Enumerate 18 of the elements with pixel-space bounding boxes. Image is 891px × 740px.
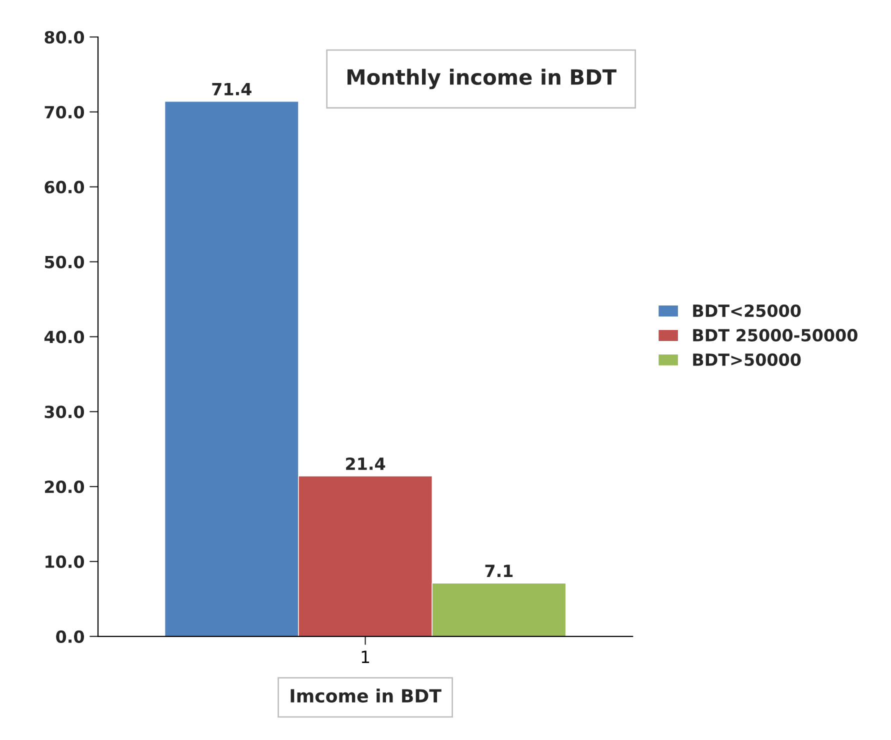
y-tick-label: 70.0 [44, 106, 84, 118]
y-tick-label: 80.0 [44, 30, 84, 44]
legend-label: BDT 25000-50000 [693, 328, 858, 342]
y-tick-label: 60.0 [44, 180, 84, 194]
legend-label: BDT>50000 [693, 353, 801, 366]
x-axis-title: Imcome in BDT [290, 688, 442, 703]
data-label: 7.1 [485, 564, 513, 577]
legend-label: BDT<25000 [693, 304, 801, 318]
y-tick-label: 10.0 [46, 555, 84, 568]
y-tick-label: 30.0 [44, 406, 84, 418]
data-label: 21.4 [346, 457, 386, 470]
x-tick-label: 1 [362, 650, 370, 663]
y-tick-label: 20.0 [45, 480, 84, 494]
y-tick-label: 40.0 [44, 330, 84, 344]
y-tick-label: 0.0 [56, 630, 84, 643]
text: Monthly income in BDT [348, 68, 616, 90]
data-label: 71.4 [212, 83, 252, 96]
y-tick-label: 50.0 [44, 256, 84, 268]
